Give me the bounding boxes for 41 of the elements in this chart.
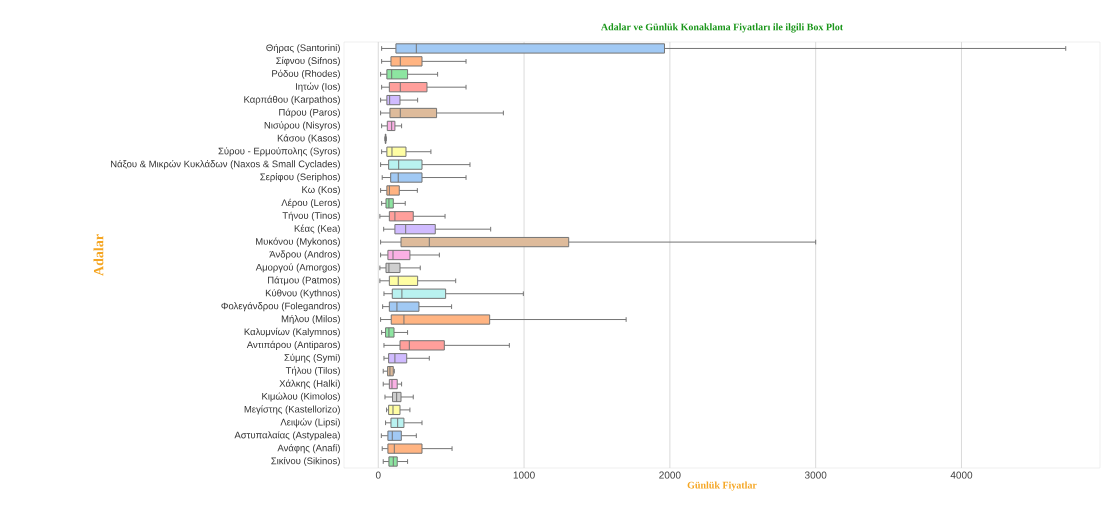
x-axis-title: Günlük Fiyatlar xyxy=(687,481,757,491)
y-tick-label: Κω (Kos) xyxy=(302,186,340,195)
y-tick-label: Μεγίστης (Kastellorizo) xyxy=(244,405,340,415)
y-tick-label: Καρπάθου (Karpathos) xyxy=(244,95,340,105)
y-tick-label: Ρόδου (Rhodes) xyxy=(272,69,340,79)
y-tick-label: Σύμης (Symi) xyxy=(284,353,340,363)
y-tick-label: Πάρου (Paros) xyxy=(279,108,340,118)
y-tick-label: Νάξου & Μικρών Κυκλάδων (Naxos & Small Cyclades) xyxy=(111,160,340,170)
y-tick-label: Θήρας (Santorini) xyxy=(266,43,340,54)
y-tick-label: Σίφνου (Sifnos) xyxy=(276,56,340,66)
y-tick-label: Κάσου (Kasos) xyxy=(277,134,340,144)
x-tick-label: 4000 xyxy=(950,471,973,479)
y-tick-label: Μυκόνου (Mykonos) xyxy=(256,237,340,247)
y-tick-label: Αμοργού (Amorgos) xyxy=(255,263,340,273)
y-tick-label: Κιμώλου (Kimolos) xyxy=(262,392,340,402)
y-tick-label: Ανάφης (Anafi) xyxy=(277,444,340,454)
x-tick-label: 1000 xyxy=(513,471,535,479)
y-tick-label: Σερίφου (Seriphos) xyxy=(260,172,340,183)
y-tick-label: Άνδρου (Andros) xyxy=(269,250,340,260)
y-tick-label: Σικίνου (Sikinos) xyxy=(271,456,340,467)
y-tick-label: Λέρου (Leros) xyxy=(281,198,340,208)
y-tick-label: Χάλκης (Halki) xyxy=(279,379,340,389)
chart-title: Adalar ve Günlük Konaklama Fiyatları ile ilgili Box Plot xyxy=(600,23,844,33)
y-tick-label: Κέας (Kea) xyxy=(294,224,340,234)
y-tick-label: Ιητών (Ios) xyxy=(296,82,340,92)
y-tick-label: Αντιπάρου (Antiparos) xyxy=(246,340,340,350)
y-tick-label: Αστυπαλαίας (Astypalea) xyxy=(234,431,340,441)
y-tick-label: Καλυμνίων (Kalymnos) xyxy=(244,327,340,338)
y-axis-title: Adalar xyxy=(93,234,104,276)
y-tick-label: Λειψών (Lipsi) xyxy=(280,418,340,428)
y-tick-label: Τήλου (Tilos) xyxy=(285,366,340,376)
y-tick-label: Σύρου - Ερμούπολης (Syros) xyxy=(218,147,340,157)
y-tick-label: Νισύρου (Nisyros) xyxy=(264,121,340,131)
y-tick-label: Τήνου (Tinos) xyxy=(282,211,340,221)
y-tick-label: Μήλου (Milos) xyxy=(281,314,340,325)
y-tick-label: Πάτμου (Patmos) xyxy=(268,276,340,286)
y-tick-label: Φολεγάνδρου (Folegandros) xyxy=(221,302,340,312)
x-tick-label: 3000 xyxy=(804,471,827,479)
x-tick-label: 2000 xyxy=(659,471,681,479)
x-tick-label: 0 xyxy=(375,471,381,479)
y-tick-label: Κύθνου (Kythnos) xyxy=(265,289,340,299)
